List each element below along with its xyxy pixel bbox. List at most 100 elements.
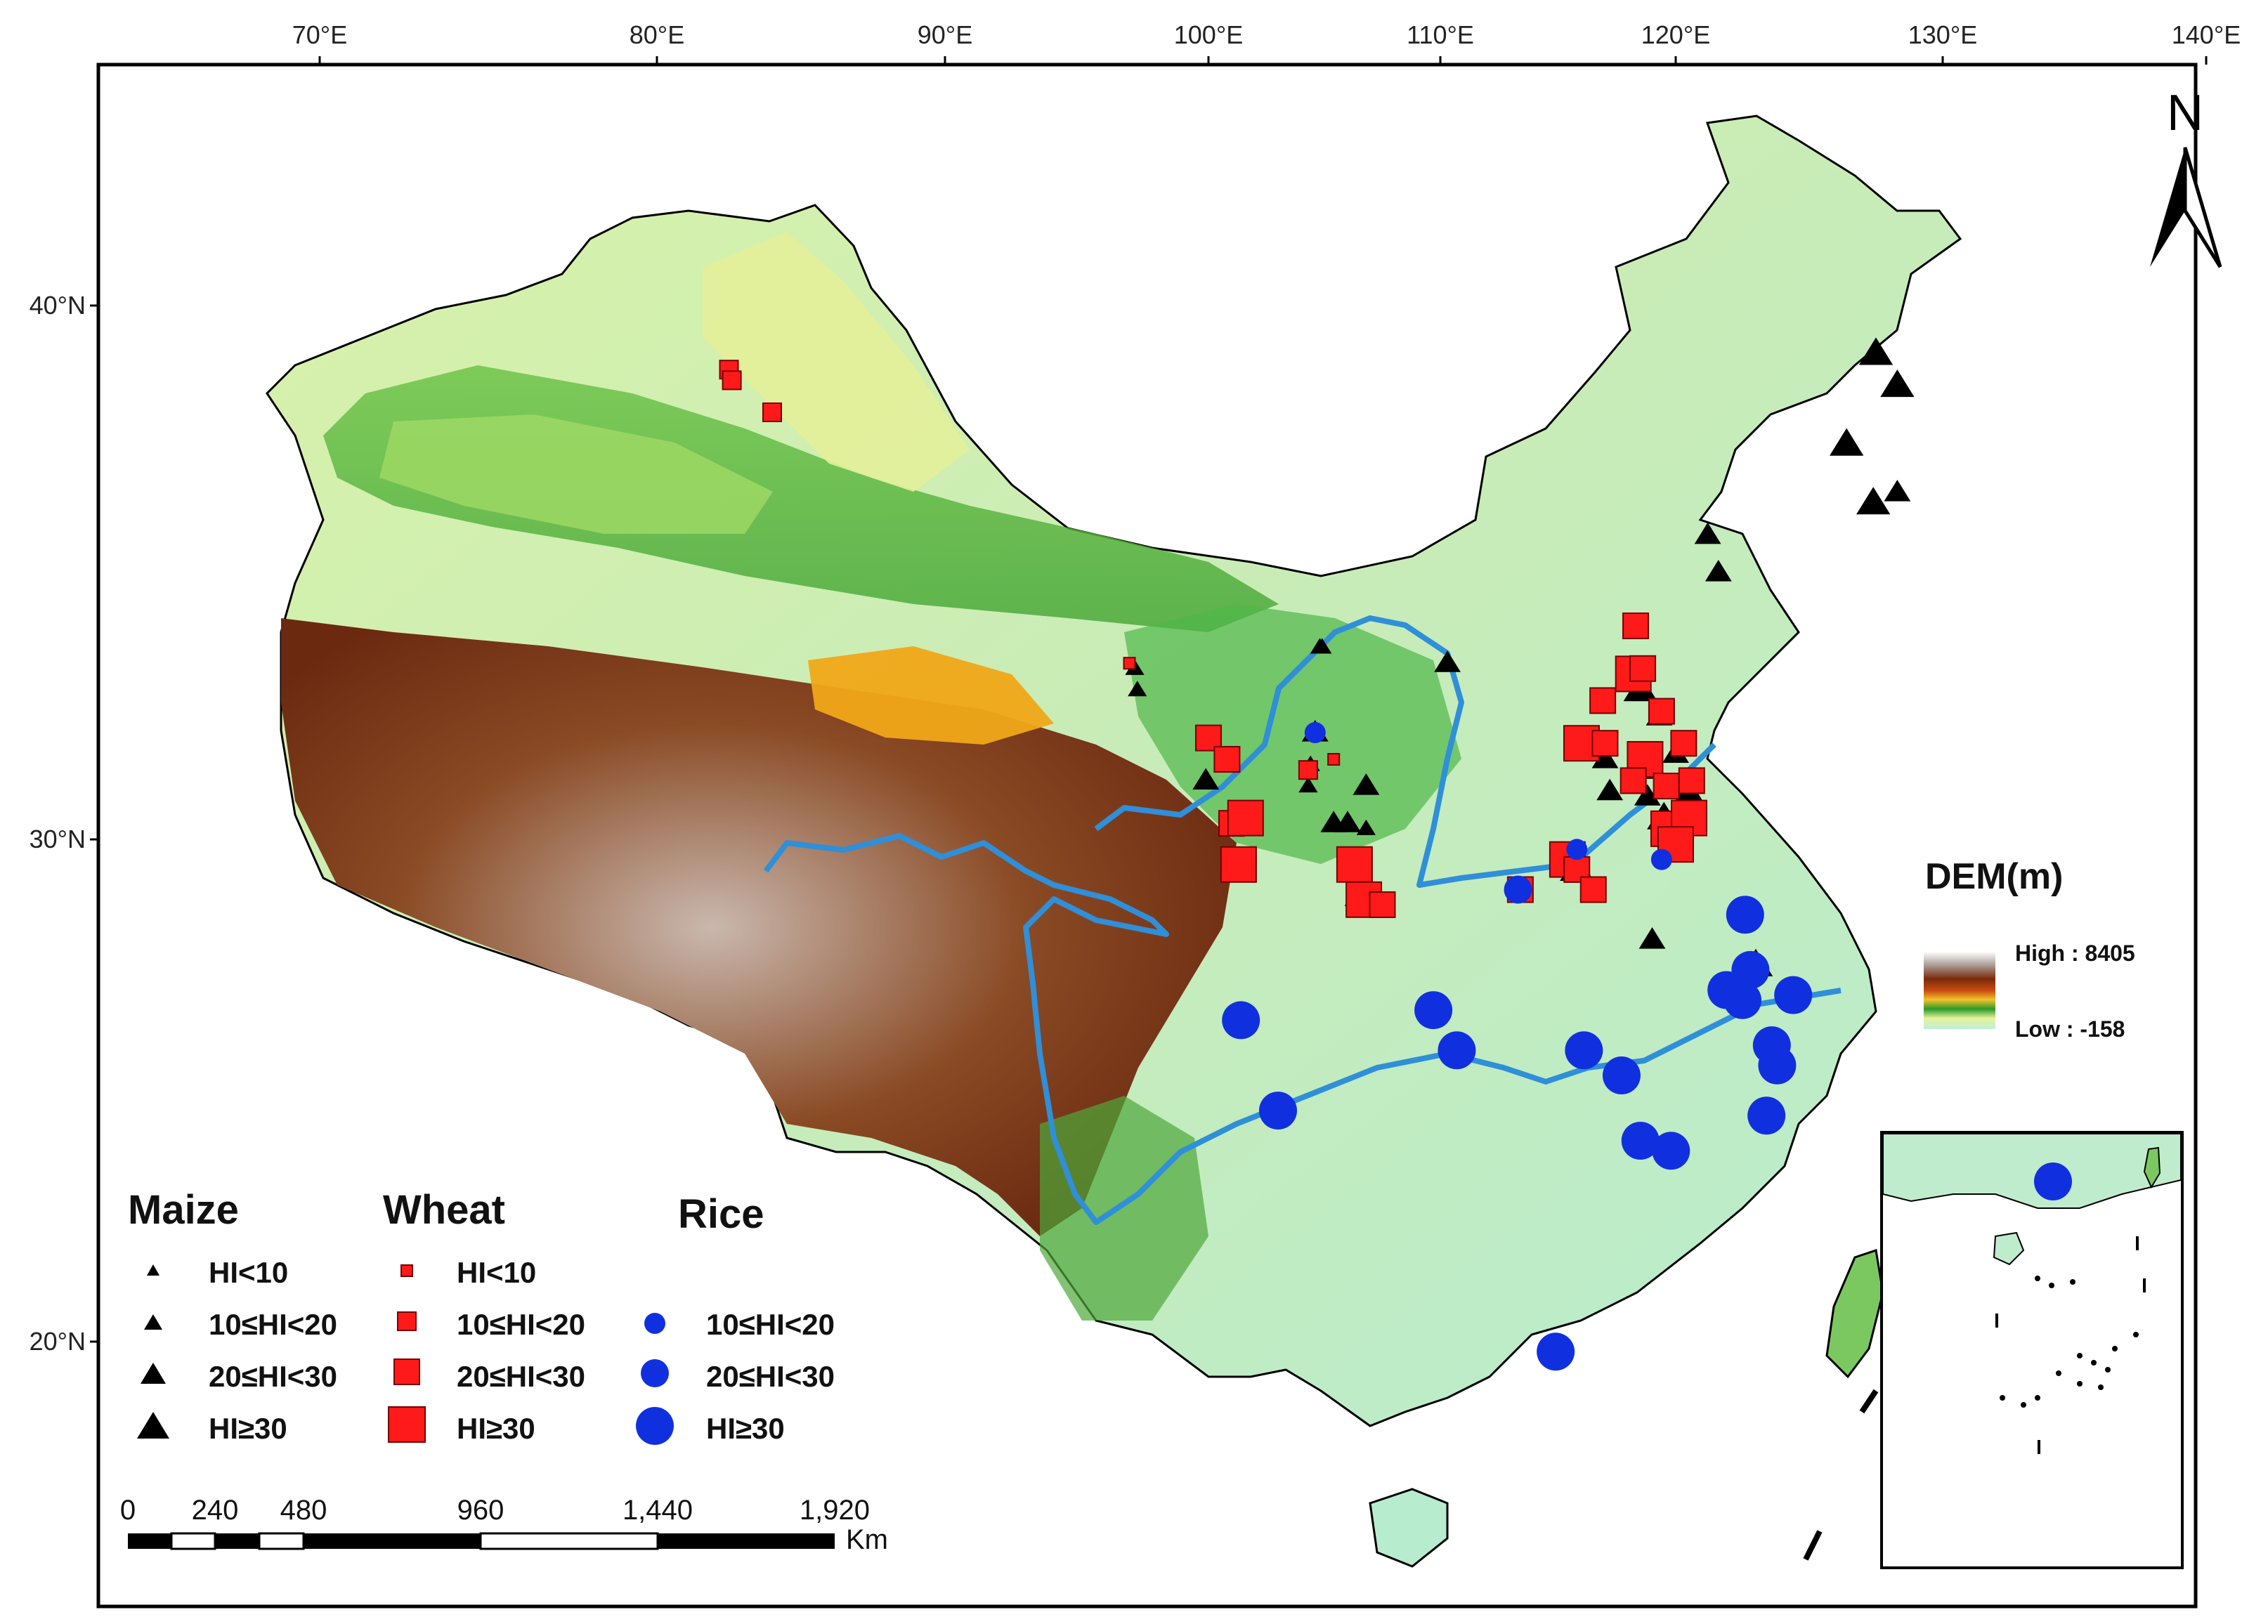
dem-low-label: Low : -158 <box>2015 1016 2125 1042</box>
legend-rice-item: 10≤HI<20 <box>706 1308 835 1341</box>
scale-tick-label: 480 <box>280 1495 327 1526</box>
legend-wheat-item: 20≤HI<30 <box>457 1360 585 1393</box>
legend-wheat-title: Wheat <box>383 1187 505 1233</box>
longitude-label: 140°E <box>2172 20 2241 49</box>
north-arrow-icon <box>2150 148 2185 267</box>
longitude-label: 70°E <box>292 20 347 49</box>
dem-legend-title: DEM(m) <box>1925 856 2063 897</box>
rice-site-marker <box>1259 1092 1297 1130</box>
longitude-label: 100°E <box>1174 20 1243 49</box>
longitude-ticks-top: 70°E 80°E 90°E 100°E 110°E 120°E 130°E 140°E <box>292 20 2241 65</box>
legend-rice-items: 10≤HI<20 20≤HI<30 HI≥30 <box>636 1308 835 1445</box>
hainan-island <box>1369 1488 1449 1568</box>
scale-tick-label: 960 <box>457 1495 504 1526</box>
legend-wheat-symbol <box>400 1264 413 1277</box>
inset-hainan <box>1993 1231 2025 1266</box>
wheat-site-marker <box>1227 799 1264 837</box>
crop-legend: Maize Wheat Rice HI<10 10≤HI<20 20≤HI<30… <box>128 1187 835 1445</box>
south-china-sea-inset <box>1880 1131 2184 1569</box>
maize-site-marker <box>1596 778 1624 801</box>
rice-site-marker <box>1758 1046 1797 1085</box>
scale-segment <box>128 1533 171 1549</box>
rice-site-marker <box>1504 875 1532 904</box>
maize-site-marker <box>1705 560 1732 582</box>
wheat-site-marker <box>1619 767 1647 794</box>
maize-site-marker <box>1312 638 1332 654</box>
scale-segment <box>479 1532 659 1550</box>
dem-color-ramp <box>1924 952 1995 1029</box>
maize-site-marker <box>1334 811 1361 832</box>
legend-rice-item: 20≤HI<30 <box>706 1360 835 1393</box>
maize-site-marker <box>1830 428 1864 456</box>
wheat-site-marker <box>1670 730 1697 757</box>
maize-site-marker <box>1694 522 1721 544</box>
longitude-label: 110°E <box>1407 20 1474 49</box>
legend-maize-item: HI≥30 <box>209 1412 287 1445</box>
rice-site-marker <box>1652 1132 1690 1170</box>
wheat-site-marker <box>1213 746 1241 773</box>
rice-site-marker <box>1438 1031 1476 1070</box>
rice-site-marker <box>1747 1096 1786 1135</box>
yangtze-river <box>763 833 1842 1225</box>
maize-site-marker <box>1884 480 1911 502</box>
rice-site-marker <box>1566 839 1588 860</box>
wheat-site-marker <box>1591 730 1619 757</box>
legend-wheat-item: HI≥30 <box>457 1412 535 1445</box>
legend-maize-items: HI<10 10≤HI<20 20≤HI<30 HI≥30 <box>137 1256 337 1445</box>
rice-site-marker-inset <box>2034 1163 2072 1200</box>
latitude-label: 20°N <box>30 1327 86 1356</box>
longitude-label: 130°E <box>1908 20 1977 49</box>
legend-wheat-symbol <box>388 1406 426 1443</box>
legend-maize-item: 10≤HI<20 <box>209 1308 337 1341</box>
rice-site-marker <box>1726 896 1764 934</box>
legend-rice-title: Rice <box>678 1191 764 1237</box>
scale-unit: Km <box>846 1524 888 1555</box>
maize-site-marker <box>1880 369 1915 398</box>
maize-site-marker <box>1192 768 1220 790</box>
rice-site-marker <box>1621 1122 1660 1160</box>
yunnan-highlands <box>1040 1096 1208 1321</box>
dem-high-label: High : 8405 <box>2015 941 2135 966</box>
rice-site-marker <box>1222 1001 1260 1040</box>
inset-islands <box>1995 1236 2146 1454</box>
scale-bar: 0 240 480 960 1,440 1,920 Km <box>120 1495 888 1555</box>
legend-wheat-item: HI<10 <box>457 1256 536 1289</box>
scale-segment <box>215 1533 259 1549</box>
rice-site-marker <box>1537 1332 1575 1371</box>
legend-maize-symbol <box>141 1363 166 1384</box>
legend-maize-item: HI<10 <box>209 1256 288 1289</box>
wheat-site-marker <box>1678 767 1705 794</box>
legend-rice-symbol <box>641 1359 669 1387</box>
legend-maize-symbol <box>147 1264 159 1276</box>
maize-site-marker <box>1356 819 1376 835</box>
wheat-site-marker <box>1123 657 1136 670</box>
dzungaria <box>703 232 970 492</box>
longitude-label: 80°E <box>630 20 684 49</box>
wheat-site-marker <box>1622 613 1650 639</box>
qaidam-basin <box>808 646 1054 745</box>
rice-site-marker <box>1650 849 1672 870</box>
legend-wheat-symbol <box>397 1311 417 1331</box>
wheat-site-marker <box>1336 846 1373 883</box>
scale-segment <box>304 1533 481 1549</box>
scale-tick-label: 1,440 <box>623 1495 693 1526</box>
rice-site-marker <box>1414 991 1453 1030</box>
wheat-site-marker <box>762 402 782 422</box>
dem-legend: DEM(m) High : 8405 Low : -158 <box>1924 856 2135 1042</box>
wheat-site-marker <box>1327 753 1341 766</box>
wheat-site-marker <box>1579 876 1607 903</box>
rice-site-marker <box>1602 1056 1641 1095</box>
maize-site-marker <box>1128 681 1147 697</box>
rice-sites <box>1222 722 2072 1371</box>
wheat-site-marker <box>1369 891 1396 918</box>
wheat-site-marker <box>722 370 742 391</box>
inset-taiwan <box>2143 1146 2161 1189</box>
north-arrow-icon-outline <box>2183 147 2222 268</box>
maize-site-marker <box>1638 927 1666 949</box>
scale-tick-label: 240 <box>192 1495 239 1526</box>
tibetan-plateau <box>281 618 1237 1236</box>
latitude-ticks-left: 40°N 30°N 20°N <box>30 291 98 1356</box>
tarim-desert <box>379 414 773 534</box>
wheat-site-marker <box>1629 655 1657 682</box>
